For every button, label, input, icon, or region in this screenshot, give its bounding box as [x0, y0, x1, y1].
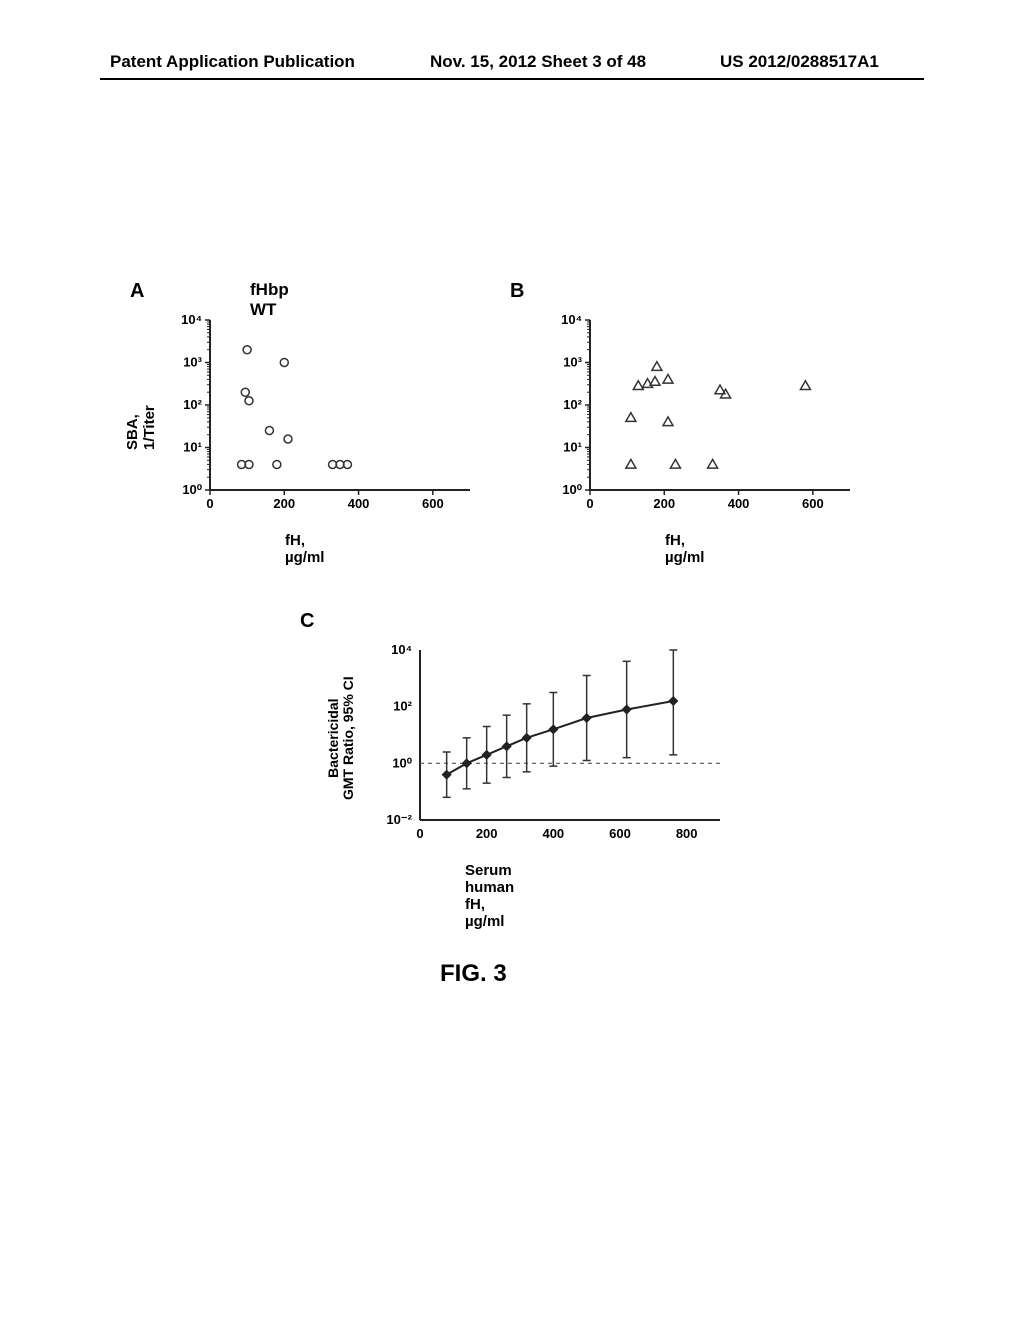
panel-b-plot: 10⁰ 10¹ 10² 10³ 10⁴ 0 200 400 600	[530, 300, 860, 530]
panel-a-label: A	[130, 280, 144, 303]
svg-text:10⁴: 10⁴	[391, 642, 412, 657]
svg-text:10³: 10³	[563, 355, 582, 370]
svg-text:200: 200	[476, 826, 498, 841]
panel-a-xlabel: fH, µg/ml	[285, 532, 324, 566]
svg-text:10²: 10²	[393, 699, 412, 714]
svg-text:10¹: 10¹	[183, 440, 202, 455]
panel-b-label: B	[510, 280, 524, 303]
svg-text:600: 600	[609, 826, 631, 841]
svg-text:10⁻²: 10⁻²	[386, 812, 412, 827]
panel-a-plot: 10⁰ 10¹ 10² 10³ 10⁴ 0 200 400 600	[150, 300, 480, 530]
panel-c-label: C	[300, 610, 314, 633]
svg-text:10¹: 10¹	[563, 440, 582, 455]
svg-text:200: 200	[273, 496, 295, 511]
svg-text:200: 200	[653, 496, 675, 511]
svg-text:10²: 10²	[563, 397, 582, 412]
svg-text:600: 600	[422, 496, 444, 511]
svg-text:0: 0	[206, 496, 213, 511]
svg-text:10⁰: 10⁰	[182, 482, 202, 497]
svg-text:10⁴: 10⁴	[181, 312, 202, 327]
svg-text:10⁴: 10⁴	[561, 312, 582, 327]
panel-c-xlabel: Serum human fH, µg/ml	[465, 862, 514, 930]
header-date-sheet: Nov. 15, 2012 Sheet 3 of 48	[430, 52, 646, 72]
figure-caption: FIG. 3	[440, 960, 507, 988]
svg-text:0: 0	[416, 826, 423, 841]
svg-text:0: 0	[586, 496, 593, 511]
svg-text:600: 600	[802, 496, 824, 511]
svg-text:10³: 10³	[183, 355, 202, 370]
svg-text:400: 400	[348, 496, 370, 511]
header-rule	[100, 78, 924, 80]
panel-b-xlabel: fH, µg/ml	[665, 532, 704, 566]
svg-text:10²: 10²	[183, 397, 202, 412]
header-pub-number: US 2012/0288517A1	[720, 52, 879, 72]
svg-text:10⁰: 10⁰	[392, 755, 412, 770]
svg-text:10⁰: 10⁰	[562, 482, 582, 497]
header-pub-type: Patent Application Publication	[110, 52, 355, 72]
svg-text:800: 800	[676, 826, 698, 841]
svg-text:400: 400	[542, 826, 564, 841]
panel-c-plot: 10⁻² 10⁰ 10² 10⁴ 0 200 400 600 800	[360, 630, 730, 860]
panel-c-ylabel: Bactericidal GMT Ratio, 95% CI	[326, 676, 356, 800]
svg-text:400: 400	[728, 496, 750, 511]
